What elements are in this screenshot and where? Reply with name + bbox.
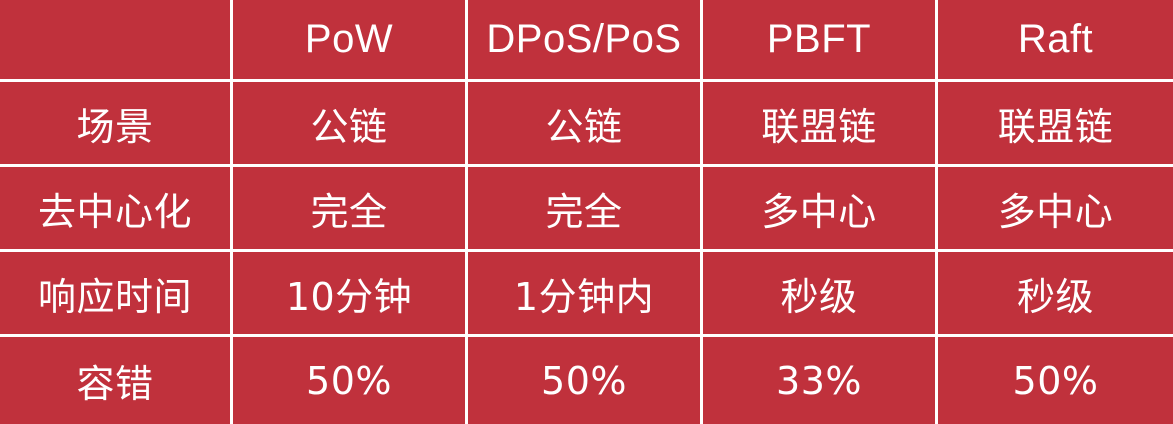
table-cell: 50% xyxy=(233,337,468,424)
table-cell: 多中心 xyxy=(703,167,938,252)
table-cell: 联盟链 xyxy=(938,82,1173,167)
header-raft: Raft xyxy=(938,0,1173,82)
table-cell: 秒级 xyxy=(938,252,1173,337)
row-label-fault-tolerance: 容错 xyxy=(0,337,233,424)
table-cell: 1分钟内 xyxy=(468,252,703,337)
header-dpos-pos: DPoS/PoS xyxy=(468,0,703,82)
table-cell: 33% xyxy=(703,337,938,424)
table-cell: 秒级 xyxy=(703,252,938,337)
table-cell: 50% xyxy=(468,337,703,424)
table-cell: 多中心 xyxy=(938,167,1173,252)
table-cell: 公链 xyxy=(468,82,703,167)
table-cell: 完全 xyxy=(233,167,468,252)
table-cell: 联盟链 xyxy=(703,82,938,167)
header-pow: PoW xyxy=(233,0,468,82)
table-cell: 50% xyxy=(938,337,1173,424)
table-cell: 公链 xyxy=(233,82,468,167)
table-cell: 10分钟 xyxy=(233,252,468,337)
table-cell: 完全 xyxy=(468,167,703,252)
header-pbft: PBFT xyxy=(703,0,938,82)
row-label-decentralization: 去中心化 xyxy=(0,167,233,252)
row-label-scenario: 场景 xyxy=(0,82,233,167)
header-corner-cell xyxy=(0,0,233,82)
row-label-response-time: 响应时间 xyxy=(0,252,233,337)
